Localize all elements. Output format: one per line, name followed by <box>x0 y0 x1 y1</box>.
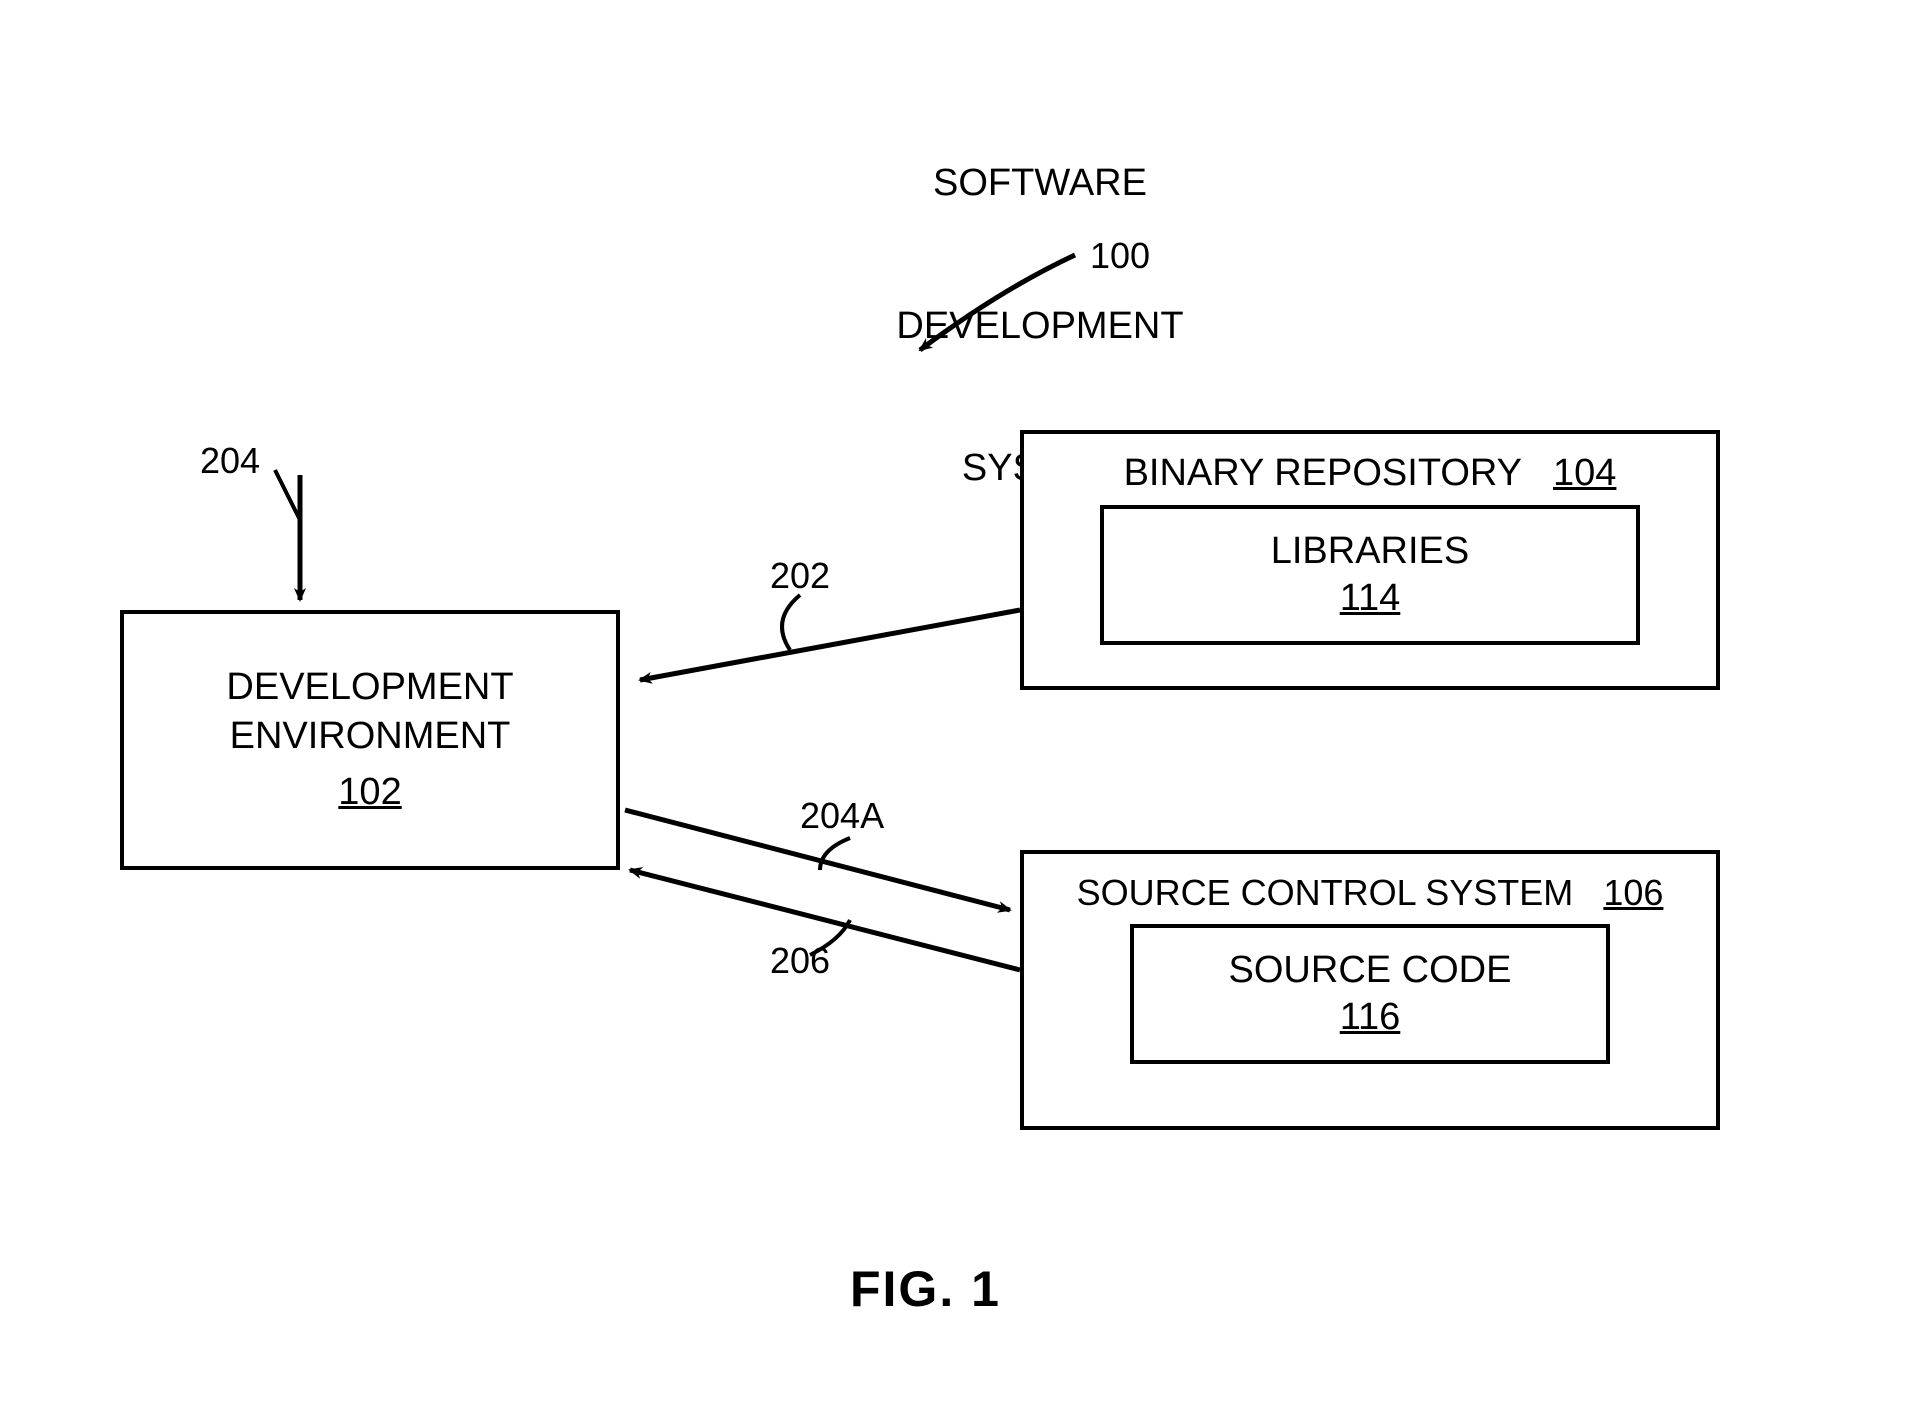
arrow-202 <box>640 610 1020 680</box>
libraries-ref: 114 <box>1340 575 1401 623</box>
dev-env-line2: ENVIRONMENT <box>230 712 511 761</box>
edge-label-204A: 204A <box>800 795 884 837</box>
source-code-ref: 116 <box>1340 994 1401 1042</box>
node-binary-repo: BINARY REPOSITORY 104 LIBRARIES 114 <box>1020 430 1720 690</box>
leader-204A <box>820 838 850 870</box>
source-control-title-row: SOURCE CONTROL SYSTEM 106 <box>1077 872 1664 914</box>
source-code-label: SOURCE CODE <box>1229 947 1512 995</box>
edge-label-202: 202 <box>770 555 830 597</box>
diagram-canvas: SOFTWARE DEVELOPMENT SYSTEM 100 DEVELOPM… <box>0 0 1918 1412</box>
leader-204 <box>275 470 300 520</box>
source-control-title: SOURCE CONTROL SYSTEM <box>1077 872 1574 913</box>
node-dev-env: DEVELOPMENT ENVIRONMENT 102 <box>120 610 620 870</box>
source-control-ref: 106 <box>1603 872 1663 913</box>
node-source-control: SOURCE CONTROL SYSTEM 106 SOURCE CODE 11… <box>1020 850 1720 1130</box>
binary-repo-ref: 104 <box>1553 452 1616 494</box>
edge-label-204: 204 <box>200 440 260 482</box>
binary-repo-title-row: BINARY REPOSITORY 104 <box>1124 452 1617 495</box>
libraries-label: LIBRARIES <box>1271 528 1470 576</box>
dev-env-line1: DEVELOPMENT <box>226 663 513 712</box>
binary-repo-title: BINARY REPOSITORY <box>1124 452 1522 494</box>
leader-202 <box>782 595 800 650</box>
dev-env-ref: 102 <box>338 768 401 817</box>
figure-caption: FIG. 1 <box>850 1260 1001 1318</box>
title-ref-number: 100 <box>1090 235 1150 277</box>
edge-label-206: 206 <box>770 940 830 982</box>
node-source-code: SOURCE CODE 116 <box>1130 924 1610 1064</box>
title-line-1: SOFTWARE <box>820 160 1260 208</box>
title-line-2: DEVELOPMENT <box>820 303 1260 351</box>
node-libraries: LIBRARIES 114 <box>1100 505 1640 645</box>
